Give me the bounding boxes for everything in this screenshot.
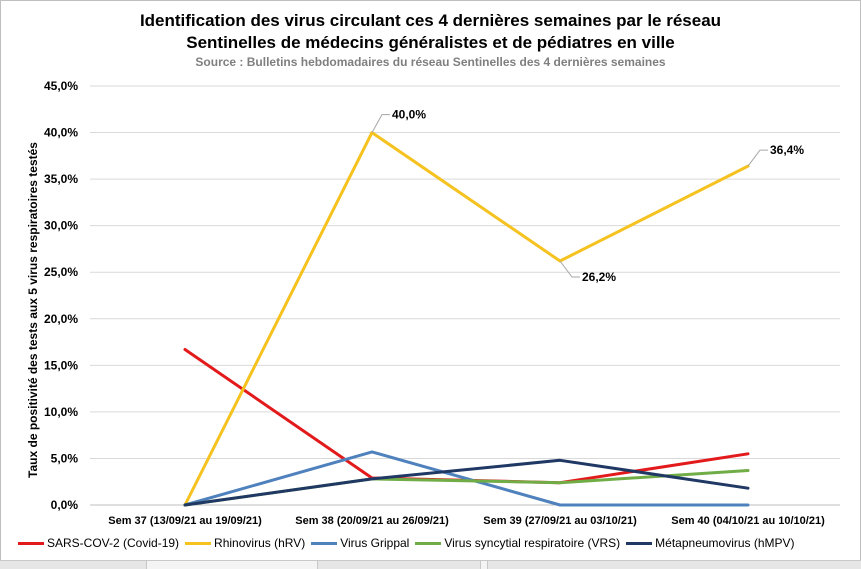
series-lines: [183, 131, 750, 507]
legend-swatch: [626, 541, 653, 545]
data-label-leader: [559, 260, 580, 278]
y-tick-label: 40,0%: [44, 126, 78, 140]
legend-item-5: Métapneumovirus (hMPV): [626, 536, 795, 550]
chart-title: Identification des virus circulant ces 4…: [0, 10, 861, 54]
x-tick-labels: Sem 37 (13/09/21 au 19/09/21) Sem 38 (20/…: [108, 515, 825, 527]
legend-item-2: Rhinovirus (hRV): [185, 536, 305, 550]
y-tick-label: 10,0%: [44, 405, 78, 419]
y-tick-label: 15,0%: [44, 358, 78, 372]
legend-swatch: [311, 541, 338, 545]
y-tick-label: 25,0%: [44, 265, 78, 279]
legend-swatch: [18, 541, 44, 545]
chart-title-line-2: Sentinelles de médecins généralistes et …: [186, 33, 675, 52]
x-tick-label: Sem 40 (04/10/21 au 10/10/21): [671, 515, 825, 527]
legend-item-3: Virus Grippal: [311, 536, 409, 550]
series-line-5: [183, 458, 750, 507]
chart-title-line-1: Identification des virus circulant ces 4…: [139, 11, 722, 30]
data-label: 40,0%: [392, 108, 426, 122]
legend-label: Rhinovirus (hRV): [214, 536, 306, 550]
y-tick-label: 0,0%: [51, 498, 79, 512]
data-label: 26,2%: [582, 270, 616, 284]
legend-item-4: Virus syncytial respiratoire (VRS): [415, 536, 620, 550]
series-line-1: [183, 348, 750, 485]
x-tick-label: Sem 37 (13/09/21 au 19/09/21): [108, 515, 262, 527]
legend-swatch: [185, 541, 212, 545]
legend-label: SARS-COV-2 (Covid-19): [47, 536, 180, 550]
x-tick-label: Sem 39 (27/09/21 au 03/10/21): [483, 515, 637, 527]
legend-label: Métapneumovirus (hMPV): [655, 536, 795, 550]
series-line-3: [183, 450, 750, 507]
series-line-2: [183, 131, 750, 507]
y-tick-label: 45,0%: [44, 79, 78, 93]
legend-label: Virus Grippal: [340, 536, 410, 550]
scrollbar-divider[interactable]: [480, 561, 488, 569]
y-tick-label: 30,0%: [44, 219, 78, 233]
scrollbar-segment[interactable]: [146, 561, 318, 569]
data-labels: 40,0% 26,2% 36,4%: [371, 108, 804, 284]
y-tick-label: 5,0%: [51, 451, 79, 465]
legend: SARS-COV-2 (Covid-19) Rhinovirus (hRV) Vir…: [18, 534, 801, 552]
sheet-scrollbar[interactable]: [0, 560, 861, 569]
y-tick-labels: 0,0% 5,0% 10,0% 15,0% 20,0% 25,0% 30,0% 35,0% 40…: [44, 79, 78, 512]
data-label-leader: [371, 114, 390, 133]
chart-subtitle: Source : Bulletins hebdomadaires du rése…: [195, 55, 666, 69]
legend-label: Virus syncytial respiratoire (VRS): [444, 536, 621, 550]
grid-lines: [90, 85, 840, 506]
data-label-leader: [747, 149, 768, 167]
data-label: 36,4%: [770, 143, 804, 157]
y-tick-label: 35,0%: [44, 172, 78, 186]
y-tick-label: 20,0%: [44, 312, 78, 326]
legend-swatch: [415, 541, 442, 545]
legend-item-1: SARS-COV-2 (Covid-19): [18, 536, 179, 550]
x-tick-label: Sem 38 (20/09/21 au 26/09/21): [295, 515, 449, 527]
